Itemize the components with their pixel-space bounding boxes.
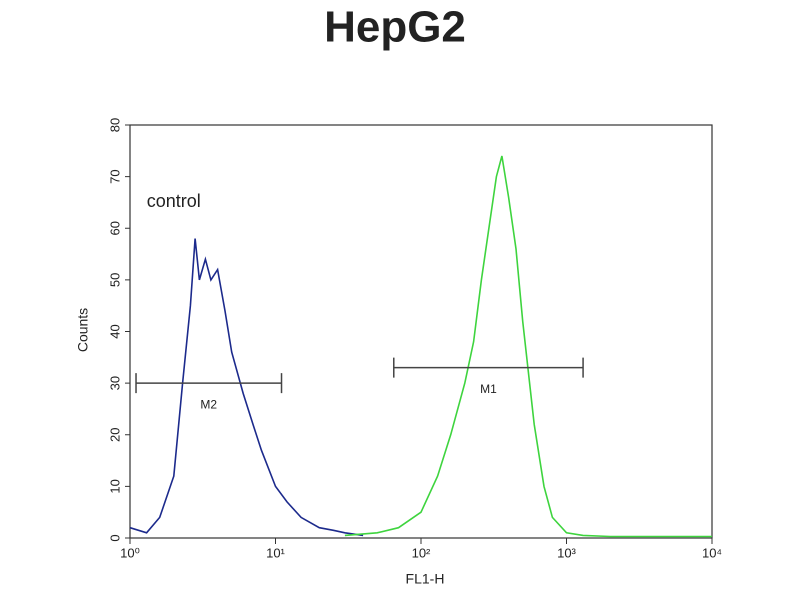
- y-tick-label: 30: [107, 376, 122, 390]
- x-tick-label: 10¹: [266, 545, 285, 560]
- x-tick-label: 10⁰: [120, 545, 140, 560]
- gate-marker: [393, 357, 584, 378]
- gate-label: M1: [480, 382, 497, 396]
- y-axis-label: Counts: [75, 308, 91, 352]
- y-tick-label: 50: [107, 273, 122, 287]
- gate-marker: [135, 373, 283, 394]
- y-tick-label: 10: [107, 479, 122, 493]
- series-line: [129, 238, 364, 537]
- y-tick-label: 60: [107, 221, 122, 235]
- y-tick-label: 20: [107, 428, 122, 442]
- x-axis-label: FL1-H: [406, 571, 445, 587]
- chart-title: HepG2: [324, 3, 466, 52]
- annotation: control: [147, 191, 201, 211]
- y-tick-label: 0: [107, 534, 122, 541]
- y-tick-label: 80: [107, 118, 122, 132]
- x-tick-label: 10⁴: [702, 545, 722, 560]
- x-tick-label: 10²: [412, 545, 431, 560]
- x-tick-label: 10³: [557, 545, 576, 560]
- y-tick-label: 70: [107, 169, 122, 183]
- series-line: [344, 155, 712, 538]
- y-tick-label: 40: [107, 324, 122, 338]
- gate-label: M2: [200, 397, 217, 411]
- plot-frame: [129, 124, 713, 539]
